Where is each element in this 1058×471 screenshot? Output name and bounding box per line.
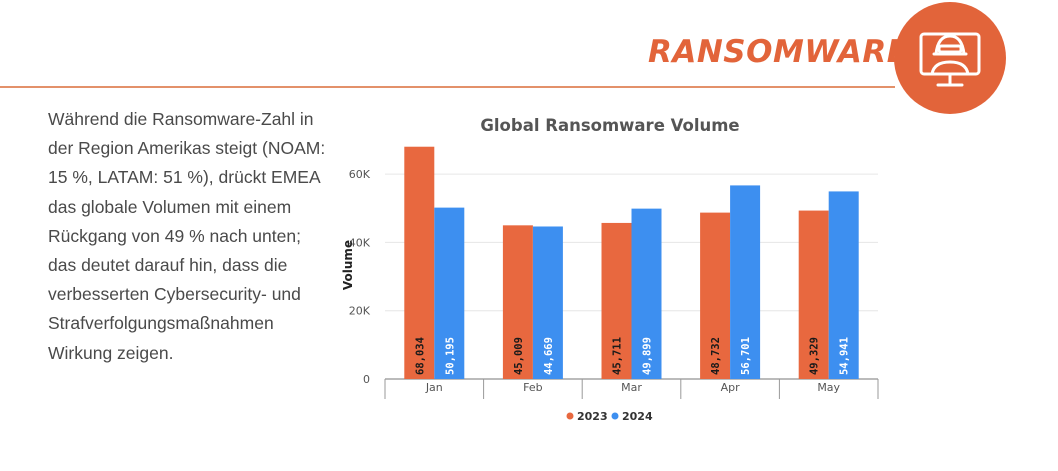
y-tick-label: 60K (349, 168, 371, 181)
y-tick-label: 20K (349, 305, 371, 318)
bar-2024-jan (434, 207, 465, 379)
bar-2024-may (828, 191, 859, 379)
x-tick-label: May (817, 381, 840, 394)
x-tick-label: Jan (425, 381, 443, 394)
legend-marker-2024 (611, 412, 619, 420)
x-tick-label: Feb (523, 381, 542, 394)
hacker-monitor-icon (894, 2, 1006, 114)
legend-label-2023: 2023 (577, 410, 608, 423)
y-tick-label: 0 (363, 373, 370, 386)
x-tick-label: Apr (721, 381, 741, 394)
data-label: 45,711 (612, 337, 624, 375)
data-label: 48,732 (710, 337, 722, 375)
data-label: 45,009 (513, 337, 525, 375)
axes: 0 20K 40K 60K Jan Feb Mar Apr May (349, 168, 879, 399)
bar-2023-jan (404, 146, 435, 379)
data-label: 56,701 (740, 337, 752, 375)
bar-2024-feb (532, 226, 563, 379)
y-tick-label: 40K (349, 236, 371, 249)
data-label: 49,899 (642, 337, 654, 375)
bar-2024-apr (730, 185, 761, 379)
bar-2023-may (798, 210, 829, 379)
data-label: 50,195 (444, 337, 456, 375)
bar-chart: 0 20K 40K 60K Jan Feb Mar Apr May 68,034 50,195 45… (341, 146, 879, 423)
data-label: 44,669 (543, 337, 555, 375)
data-label: 49,329 (809, 337, 821, 375)
bar-2024-mar (631, 208, 662, 379)
legend-label-2024: 2024 (622, 410, 653, 423)
chart-title: Global Ransomware Volume (480, 116, 740, 135)
x-tick-label: Mar (621, 381, 642, 394)
data-label: 68,034 (414, 337, 426, 375)
legend: 2023 2024 (566, 410, 653, 423)
y-axis-label: Volume (341, 240, 355, 290)
bar-2023-mar (601, 222, 632, 379)
page-title: RANSOMWARE (648, 34, 909, 70)
bars: 68,034 50,195 45,009 44,669 45,711 49,899 48,7… (404, 146, 859, 379)
bar-2023-apr (700, 212, 731, 379)
legend-marker-2023 (566, 412, 574, 420)
header-divider (0, 86, 895, 88)
summary-paragraph: Während die Ransomware-Zahl in der Regio… (48, 109, 326, 363)
data-label: 54,941 (839, 337, 851, 375)
bar-2023-feb (502, 225, 533, 379)
